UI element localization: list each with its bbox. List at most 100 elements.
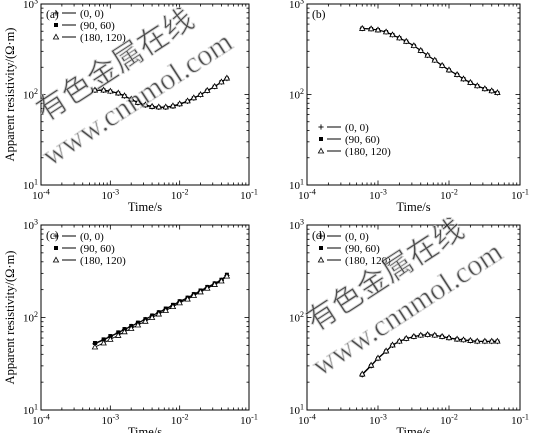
x-tick-label-exp: -2: [182, 188, 189, 197]
data-point: [169, 303, 177, 310]
data-point: [402, 334, 410, 341]
y-tick-label-exp: 2: [34, 87, 38, 96]
legend-label: (180, 120): [345, 255, 391, 267]
x-tick-label-base: 10: [298, 415, 310, 427]
x-tick-label-exp: -3: [112, 413, 119, 422]
data-point: [410, 42, 418, 49]
y-tick-label: 103: [23, 218, 38, 233]
data-point: [155, 310, 163, 317]
legend-label: (90, 60): [345, 243, 380, 255]
data-point: [184, 295, 191, 302]
chart-panel-3: 10-4 10-3 10-2 10-1101102103Time/sApparent …: [3, 218, 258, 433]
data-point: [114, 331, 122, 338]
data-point: [107, 335, 114, 342]
x-tick-label-exp: -2: [182, 413, 189, 422]
legend-marker: [319, 137, 323, 141]
legend-marker: [52, 256, 60, 263]
data-point: [402, 37, 410, 44]
axis-ticks: [40, 4, 249, 186]
data-point: [134, 98, 142, 105]
data-point: [467, 78, 474, 85]
legend: (0, 0)(90, 60)(180, 120): [317, 122, 391, 158]
x-tick-label-base: 10: [171, 415, 183, 427]
data-point: [460, 75, 467, 82]
legend-label: (90, 60): [345, 134, 380, 146]
x-tick-label: 10-4: [298, 188, 316, 203]
y-tick-label: 101: [23, 178, 38, 193]
data-point: [162, 103, 170, 110]
legend-marker: [319, 246, 323, 250]
data-point: [92, 341, 97, 346]
y-tick-label-base: 10: [289, 0, 301, 11]
data-point: [494, 89, 501, 95]
axis-ticks: [306, 4, 520, 186]
data-point: [197, 288, 204, 295]
legend-marker: [53, 10, 59, 16]
legend: (0, 0)(90, 60)(180, 120): [317, 231, 391, 267]
data-point: [488, 337, 496, 344]
data-point: [417, 46, 425, 53]
x-axis-title: Time/s: [128, 200, 162, 214]
x-tick-label: 10-4: [298, 413, 316, 428]
y-tick-label-exp: 3: [34, 0, 38, 6]
data-point: [134, 321, 142, 328]
data-point: [91, 343, 99, 350]
data-point: [190, 291, 198, 298]
data-point: [101, 337, 106, 342]
y-tick-label-base: 10: [23, 313, 35, 325]
legend-label: (180, 120): [345, 146, 391, 158]
data-point: [473, 337, 481, 344]
data-point: [473, 82, 481, 89]
x-tick-label-exp: -4: [309, 413, 316, 422]
x-tick-label: 10-1: [511, 188, 529, 203]
data-point: [203, 284, 211, 291]
y-tick-label-base: 10: [289, 220, 301, 232]
legend-marker: [53, 233, 59, 239]
data-point: [374, 354, 382, 361]
x-tick-label: 10-3: [101, 413, 119, 428]
x-tick-label: 10-2: [171, 188, 189, 203]
x-axis-title: Time/s: [396, 425, 430, 433]
data-point: [218, 78, 225, 85]
x-tick-label-base: 10: [440, 190, 452, 202]
y-tick-label-exp: 1: [300, 403, 304, 412]
data-point: [367, 25, 375, 32]
x-tick-label-base: 10: [240, 415, 252, 427]
y-tick-label: 103: [289, 0, 304, 11]
x-tick-label: 10-2: [440, 413, 458, 428]
data-point: [127, 95, 135, 102]
plot-frame: [306, 3, 521, 186]
data-point: [396, 34, 403, 41]
x-tick-label-base: 10: [101, 190, 113, 202]
y-tick-label: 102: [23, 310, 38, 325]
x-tick-label: 10-1: [240, 188, 258, 203]
data-point: [467, 336, 474, 343]
y-tick-label-base: 10: [289, 405, 301, 417]
data-point: [494, 337, 501, 344]
data-point: [107, 87, 114, 94]
x-tick-label: 10-1: [511, 413, 529, 428]
y-tick-label-base: 10: [23, 90, 35, 102]
data-point: [424, 51, 431, 58]
x-tick-label-exp: -4: [43, 413, 50, 422]
x-tick-label-base: 10: [101, 415, 113, 427]
data-point: [148, 313, 156, 320]
data-point: [396, 337, 403, 344]
data-point: [431, 56, 439, 63]
data-point: [358, 370, 366, 377]
y-tick-label: 101: [23, 403, 38, 418]
legend-marker: [317, 147, 325, 154]
x-tick-label-exp: -1: [251, 413, 258, 422]
x-tick-label-base: 10: [369, 190, 381, 202]
y-tick-label-exp: 3: [34, 218, 38, 227]
y-tick-label-exp: 2: [34, 310, 38, 319]
y-tick-label: 102: [289, 310, 304, 325]
data-point: [169, 102, 177, 109]
series-2: [92, 272, 229, 346]
x-tick-label: 10-3: [101, 188, 119, 203]
y-tick-label-exp: 3: [300, 218, 304, 227]
data-point: [142, 101, 149, 108]
